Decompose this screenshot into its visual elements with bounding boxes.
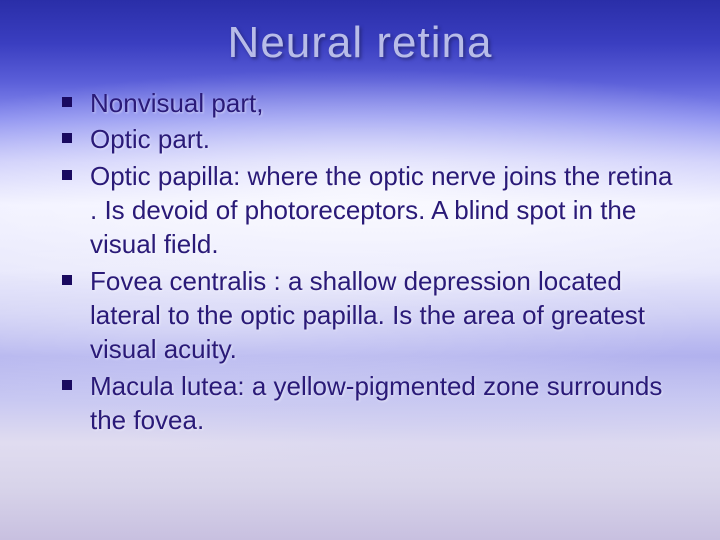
slide-content: Neural retina Nonvisual part, Optic part… (0, 0, 720, 540)
slide-title: Neural retina (40, 18, 680, 68)
list-item: Optic part. (62, 122, 680, 156)
list-item: Optic papilla: where the optic nerve joi… (62, 159, 680, 262)
list-item: Fovea centralis : a shallow depression l… (62, 264, 680, 367)
bullet-list: Nonvisual part, Optic part. Optic papill… (40, 86, 680, 437)
list-item: Macula lutea: a yellow-pigmented zone su… (62, 369, 680, 438)
list-item: Nonvisual part, (62, 86, 680, 120)
